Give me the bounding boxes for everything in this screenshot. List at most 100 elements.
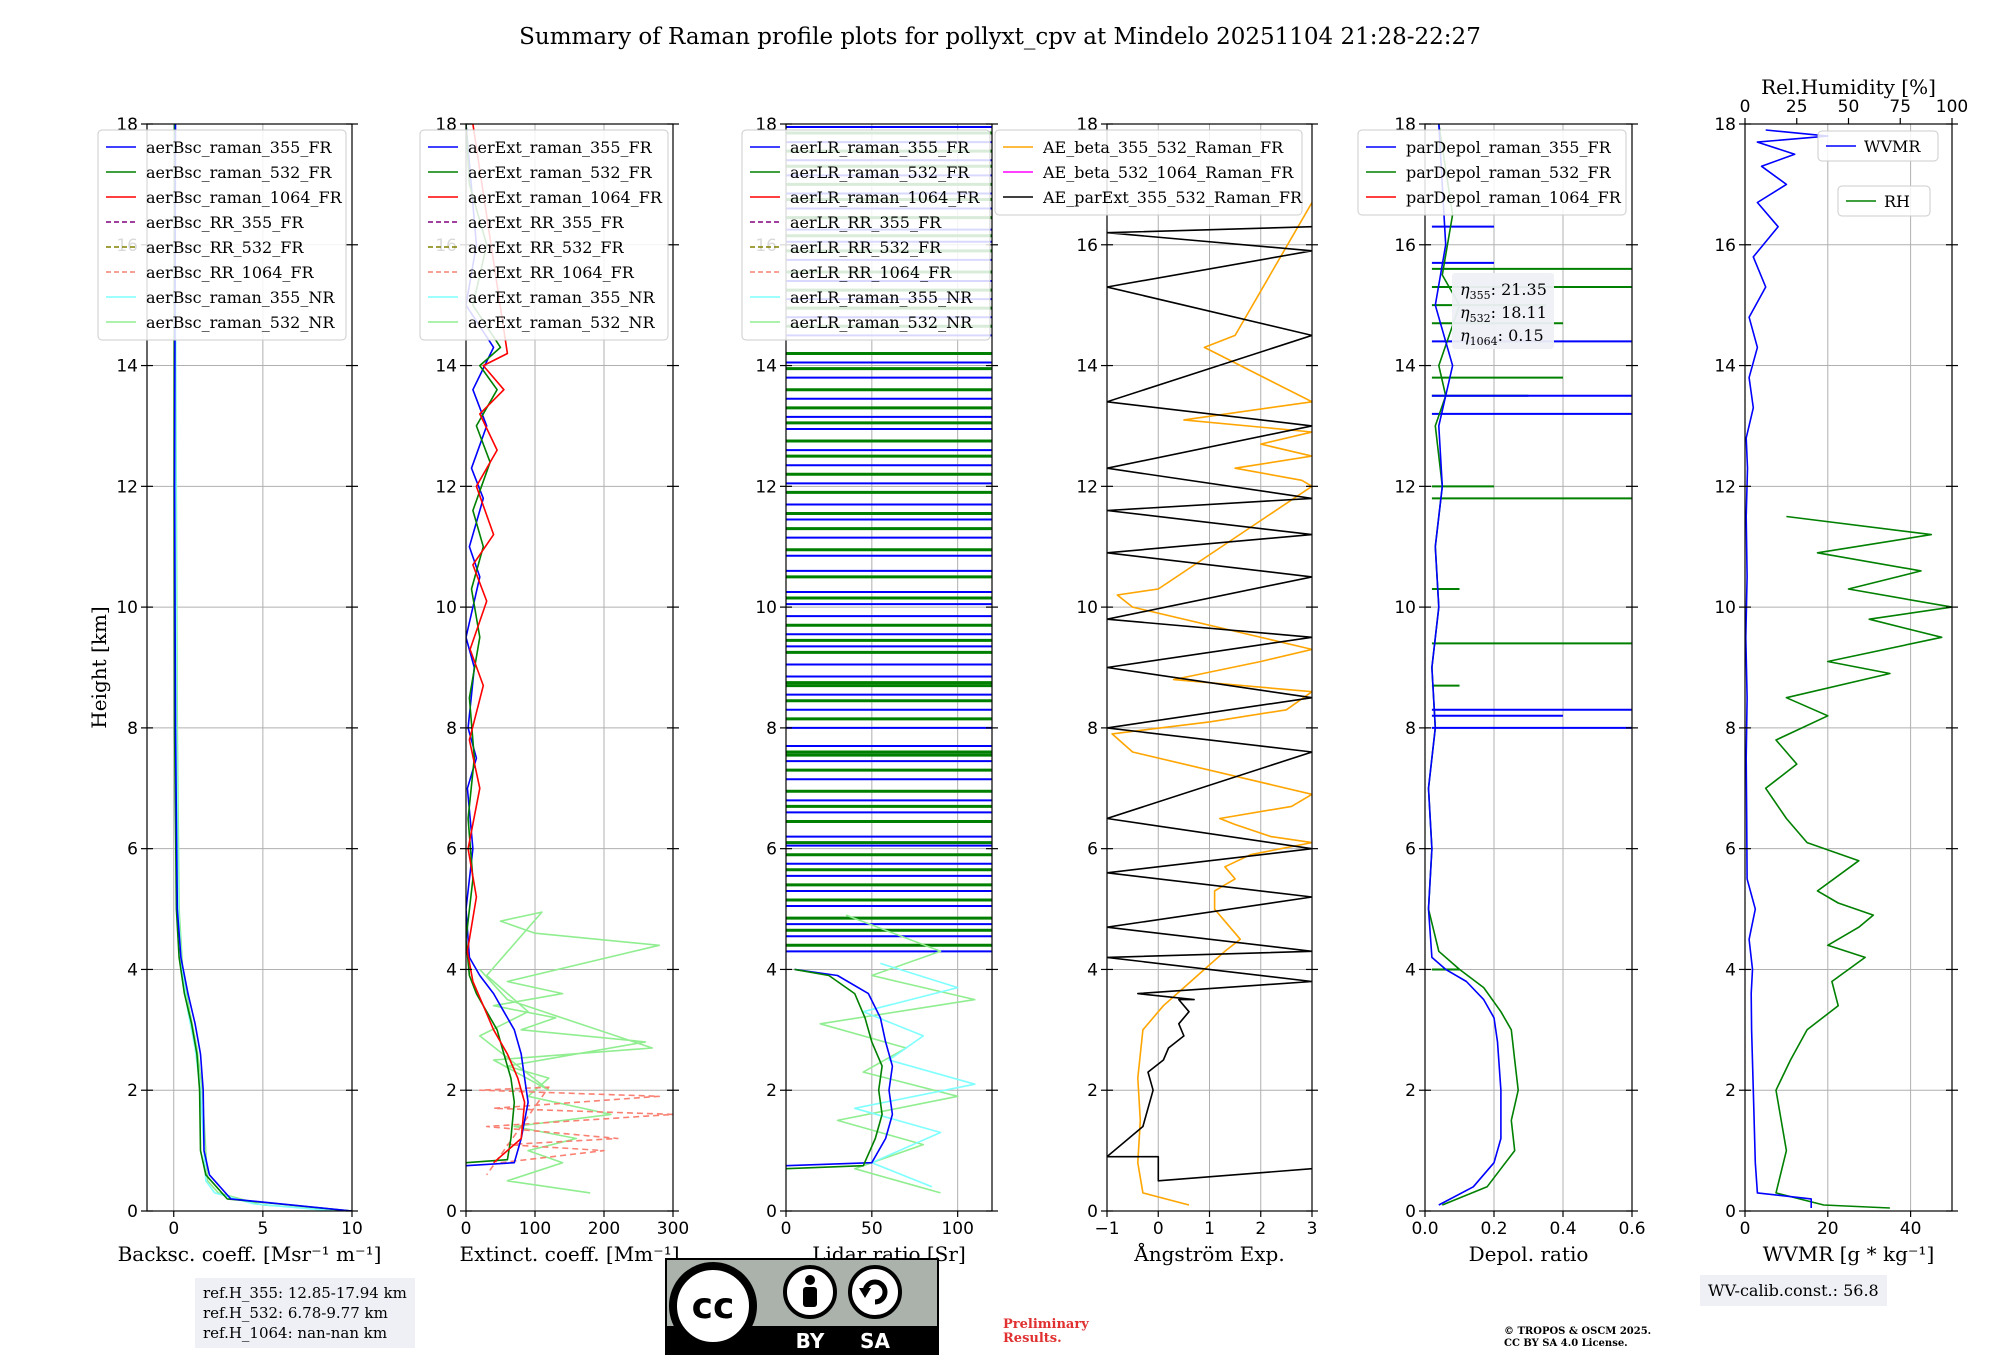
y-tick-label: 14 xyxy=(435,357,457,377)
y-tick-label: 14 xyxy=(755,357,777,377)
x-tick-label: −1 xyxy=(1094,1219,1119,1239)
legend-RH: RH xyxy=(1837,185,1931,217)
plot-area-wvmr xyxy=(1745,129,1952,1209)
legend-box xyxy=(1837,185,1931,217)
x-axis-label: Extinct. coeff. [Mm⁻¹] xyxy=(459,1242,679,1266)
figure-title: Summary of Raman profile plots for polly… xyxy=(519,24,1481,50)
legend-label: AE_parExt_355_532_Raman_FR xyxy=(1042,188,1303,207)
legend-box xyxy=(97,129,347,341)
x-axis-label: Ångström Exp. xyxy=(1133,1241,1284,1266)
series-aerLR_raman_355_FR xyxy=(786,968,894,1167)
y-tick-label: 16 xyxy=(1076,236,1098,256)
x-tick-label: 100 xyxy=(941,1219,973,1239)
legend-label: aerLR_raman_532_FR xyxy=(790,163,970,182)
copyright-note: © TROPOS & OSCM 2025. CC BY SA 4.0 Licen… xyxy=(1504,1326,1651,1350)
legend-label: aerLR_raman_355_NR xyxy=(790,288,973,307)
series-aerLR_raman_532_FR xyxy=(786,968,883,1170)
y-tick-label: 8 xyxy=(766,719,777,739)
axes-frame xyxy=(785,123,993,1212)
legend-label: parDepol_raman_532_FR xyxy=(1406,163,1612,182)
axes-frame xyxy=(1744,123,1953,1212)
cc-circle-icon xyxy=(669,1262,757,1350)
reference-heights-box: ref.H_355: 12.85-17.94 km ref.H_532: 6.7… xyxy=(195,1278,415,1348)
series-AE_beta_355_532_Raman_FR xyxy=(1111,202,1312,1206)
legend-label: aerExt_raman_532_NR xyxy=(468,313,656,332)
y-tick-label: 8 xyxy=(1725,719,1736,739)
cc-by-sa-license-badge: cc BY SA xyxy=(665,1258,939,1355)
x-tick-label: 300 xyxy=(657,1219,689,1239)
legend-label: aerExt_RR_355_FR xyxy=(468,213,625,232)
preliminary-results-note: Preliminary Results. xyxy=(1003,1318,1089,1346)
y-tick-label: 2 xyxy=(1725,1081,1736,1101)
preliminary-line-1: Preliminary xyxy=(1003,1317,1089,1332)
legend-label: aerExt_raman_1064_FR xyxy=(468,188,663,207)
series-aerBsc_raman_355_FR xyxy=(173,124,352,1211)
x-tick-label: 0.2 xyxy=(1480,1219,1507,1239)
series-RH xyxy=(1764,515,1952,1209)
y-tick-label: 2 xyxy=(1087,1081,1098,1101)
x-tick-label: 50 xyxy=(861,1219,883,1239)
y-tick-label: 10 xyxy=(116,598,138,618)
legend-label: aerBsc_RR_355_FR xyxy=(146,213,304,232)
y-tick-label: 16 xyxy=(1714,236,1736,256)
legend-lidar_ratio: aerLR_raman_355_FR aerLR_raman_532_FR aerL… xyxy=(741,129,991,341)
by-label: BY xyxy=(796,1329,825,1353)
legend-label: aerBsc_RR_1064_FR xyxy=(146,263,315,282)
legend-label: aerExt_raman_355_NR xyxy=(468,288,656,307)
y-tick-label: 10 xyxy=(435,598,457,618)
ref-height-532: ref.H_532: 6.78-9.77 km xyxy=(203,1304,388,1322)
x-tick-label: 0 xyxy=(1740,1219,1751,1239)
sa-label: SA xyxy=(860,1329,890,1353)
plot-area-lidar_ratio xyxy=(786,126,992,1194)
legend-label: AE_beta_355_532_Raman_FR xyxy=(1042,138,1284,157)
panel-lidar_ratio: 024681012141618050100Lidar ratio [Sr]aer… xyxy=(741,115,998,1266)
axes-frame xyxy=(465,123,674,1212)
y-tick-label: 0 xyxy=(127,1202,138,1222)
x-axis-label: WVMR [g * kg⁻¹] xyxy=(1763,1242,1935,1266)
legend-depol: parDepol_raman_355_FR parDepol_raman_532_… xyxy=(1357,129,1627,216)
y-tick-label: 2 xyxy=(127,1081,138,1101)
legend-label: parDepol_raman_355_FR xyxy=(1406,138,1612,157)
legend-label: aerLR_RR_355_FR xyxy=(790,213,942,232)
series-parDepol_raman_355_FR xyxy=(1427,124,1502,1206)
x-tick-label: 100 xyxy=(519,1219,551,1239)
y-tick-label: 14 xyxy=(116,357,138,377)
legend-label: WVMR xyxy=(1864,137,1921,156)
series-aerBsc_raman_532_FR xyxy=(173,124,352,1211)
y-tick-label: 14 xyxy=(1714,357,1736,377)
copyright-line-1: © TROPOS & OSCM 2025. xyxy=(1504,1326,1652,1337)
y-tick-label: 4 xyxy=(127,960,138,980)
legend-label: aerBsc_raman_532_NR xyxy=(146,313,335,332)
legend-box xyxy=(419,129,669,341)
y-tick-label: 14 xyxy=(1394,357,1416,377)
y-tick-label: 0 xyxy=(1087,1202,1098,1222)
x-tick-label: 10 xyxy=(341,1219,363,1239)
legend-label: RH xyxy=(1884,192,1910,211)
series-aerLR_raman_532_NR xyxy=(819,914,976,1194)
legend-label: parDepol_raman_1064_FR xyxy=(1406,188,1622,207)
y-tick-label: 0 xyxy=(1725,1202,1736,1222)
y-axis-label: Height [km] xyxy=(87,606,111,728)
top-tick-label: 100 xyxy=(1936,97,1968,117)
y-tick-label: 12 xyxy=(755,477,777,497)
x-tick-label: 0.0 xyxy=(1411,1219,1438,1239)
axes-frame xyxy=(1424,123,1633,1212)
y-tick-label: 0 xyxy=(766,1202,777,1222)
x-tick-label: 1 xyxy=(1204,1219,1215,1239)
y-tick-label: 6 xyxy=(1725,840,1736,860)
top-tick-label: 0 xyxy=(1740,97,1751,117)
share-alike-icon xyxy=(848,1265,902,1319)
top-tick-label: 75 xyxy=(1889,97,1911,117)
legend-label: aerBsc_raman_355_FR xyxy=(146,138,332,157)
legend-label: aerExt_RR_532_FR xyxy=(468,238,625,257)
y-tick-label: 10 xyxy=(755,598,777,618)
eta-box xyxy=(1452,273,1554,349)
top-tick-label: 25 xyxy=(1786,97,1808,117)
x-tick-label: 0.6 xyxy=(1618,1219,1645,1239)
series-aerLR_raman_355_NR xyxy=(853,962,976,1188)
y-tick-label: 2 xyxy=(766,1081,777,1101)
y-tick-label: 8 xyxy=(1087,719,1098,739)
